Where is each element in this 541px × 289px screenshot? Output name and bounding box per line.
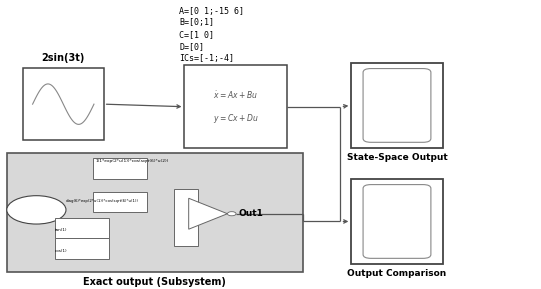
Text: Exact output (Subsystem): Exact output (Subsystem) xyxy=(83,277,226,287)
Bar xyxy=(93,158,147,179)
Bar xyxy=(351,179,443,264)
Circle shape xyxy=(7,196,66,224)
FancyBboxPatch shape xyxy=(363,68,431,142)
Text: Out1: Out1 xyxy=(239,209,263,218)
Text: $y = Cx + Du$: $y = Cx + Du$ xyxy=(213,112,258,125)
Text: tan(1): tan(1) xyxy=(55,229,68,232)
Text: 2sin(3t): 2sin(3t) xyxy=(42,53,85,63)
Bar xyxy=(351,63,443,148)
FancyBboxPatch shape xyxy=(363,185,431,258)
Text: A=[0 1;-15 6]
B=[0;1]
C=[1 0]
D=[0]
ICs=[-1;-4]: A=[0 1;-15 6] B=[0;1] C=[1 0] D=[0] ICs=… xyxy=(179,7,244,63)
Bar xyxy=(7,153,303,272)
Bar xyxy=(55,238,109,259)
Text: 1/1*exp(2*u(1))*cos(sqrt(6)*u(2)): 1/1*exp(2*u(1))*cos(sqrt(6)*u(2)) xyxy=(96,159,169,163)
Bar xyxy=(93,192,147,212)
Circle shape xyxy=(227,212,236,216)
Text: $\dot{x} = Ax + Bu$: $\dot{x} = Ax + Bu$ xyxy=(213,89,258,101)
Text: diag(6)*exp(2*u(1))*cos(sqrt(6)*u(1)): diag(6)*exp(2*u(1))*cos(sqrt(6)*u(1)) xyxy=(66,199,139,203)
Text: cos(1): cos(1) xyxy=(55,249,68,253)
Bar xyxy=(23,68,104,140)
Bar xyxy=(184,66,287,148)
Bar xyxy=(174,189,198,246)
Text: Output Comparison: Output Comparison xyxy=(347,269,447,278)
Bar xyxy=(55,218,109,238)
Polygon shape xyxy=(189,198,227,229)
Text: State-Space Output: State-Space Output xyxy=(347,153,447,162)
